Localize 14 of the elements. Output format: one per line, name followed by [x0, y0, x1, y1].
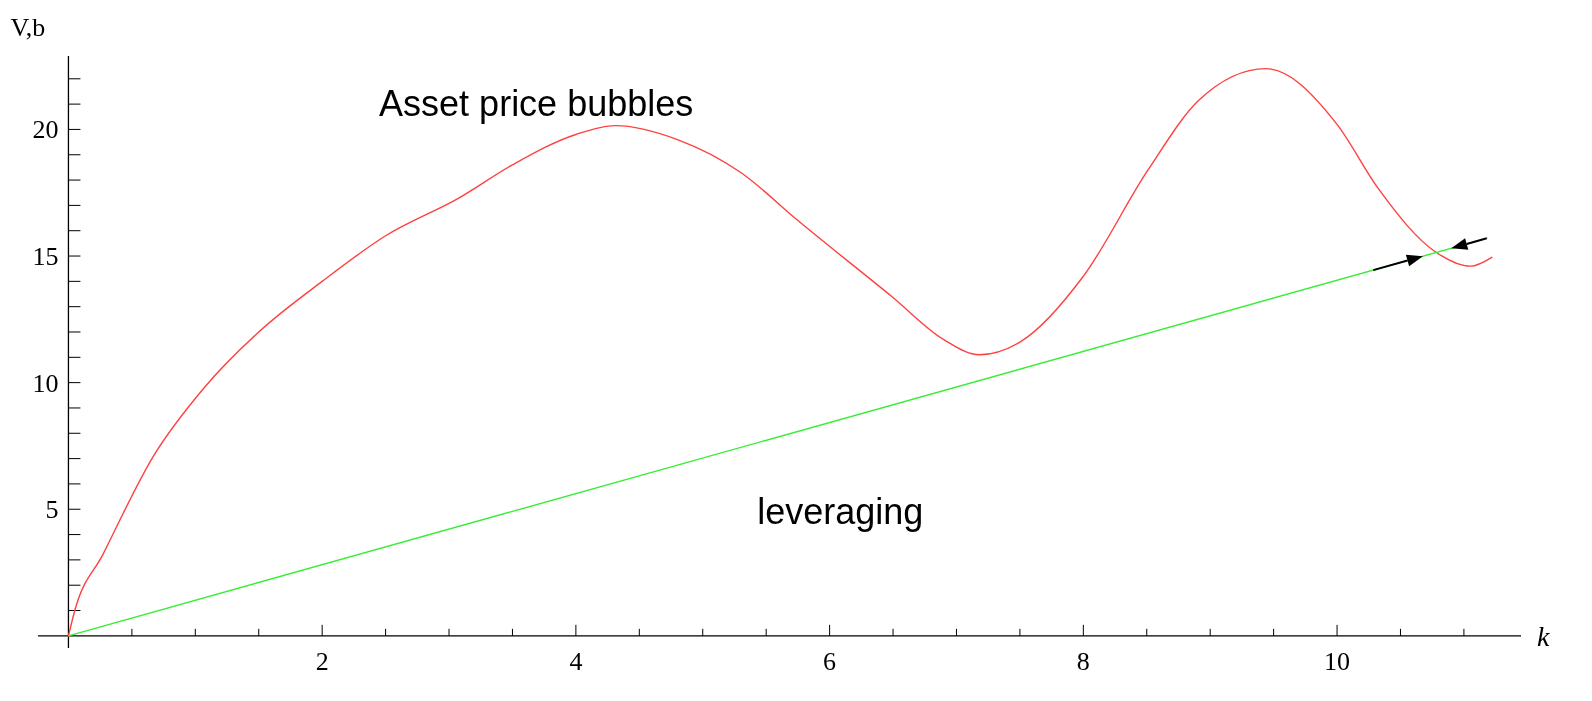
series-label: Asset price bubbles [379, 82, 694, 124]
line-series [67, 67, 1493, 637]
x-axis-title: k [1537, 620, 1550, 652]
x-tick-label: 10 [1324, 646, 1351, 676]
y-tick-label: 5 [45, 495, 59, 525]
x-tick-label: 6 [823, 646, 837, 676]
y-tick-label: 15 [32, 242, 59, 272]
y-axis-title: V,b [10, 13, 46, 42]
series-label: leveraging [757, 491, 924, 533]
x-tick-label: 2 [315, 646, 329, 676]
x-tick-label: 4 [569, 646, 583, 676]
y-tick-label: 20 [32, 115, 59, 145]
x-tick-label: 8 [1076, 646, 1090, 676]
y-tick-label: 10 [32, 368, 59, 398]
